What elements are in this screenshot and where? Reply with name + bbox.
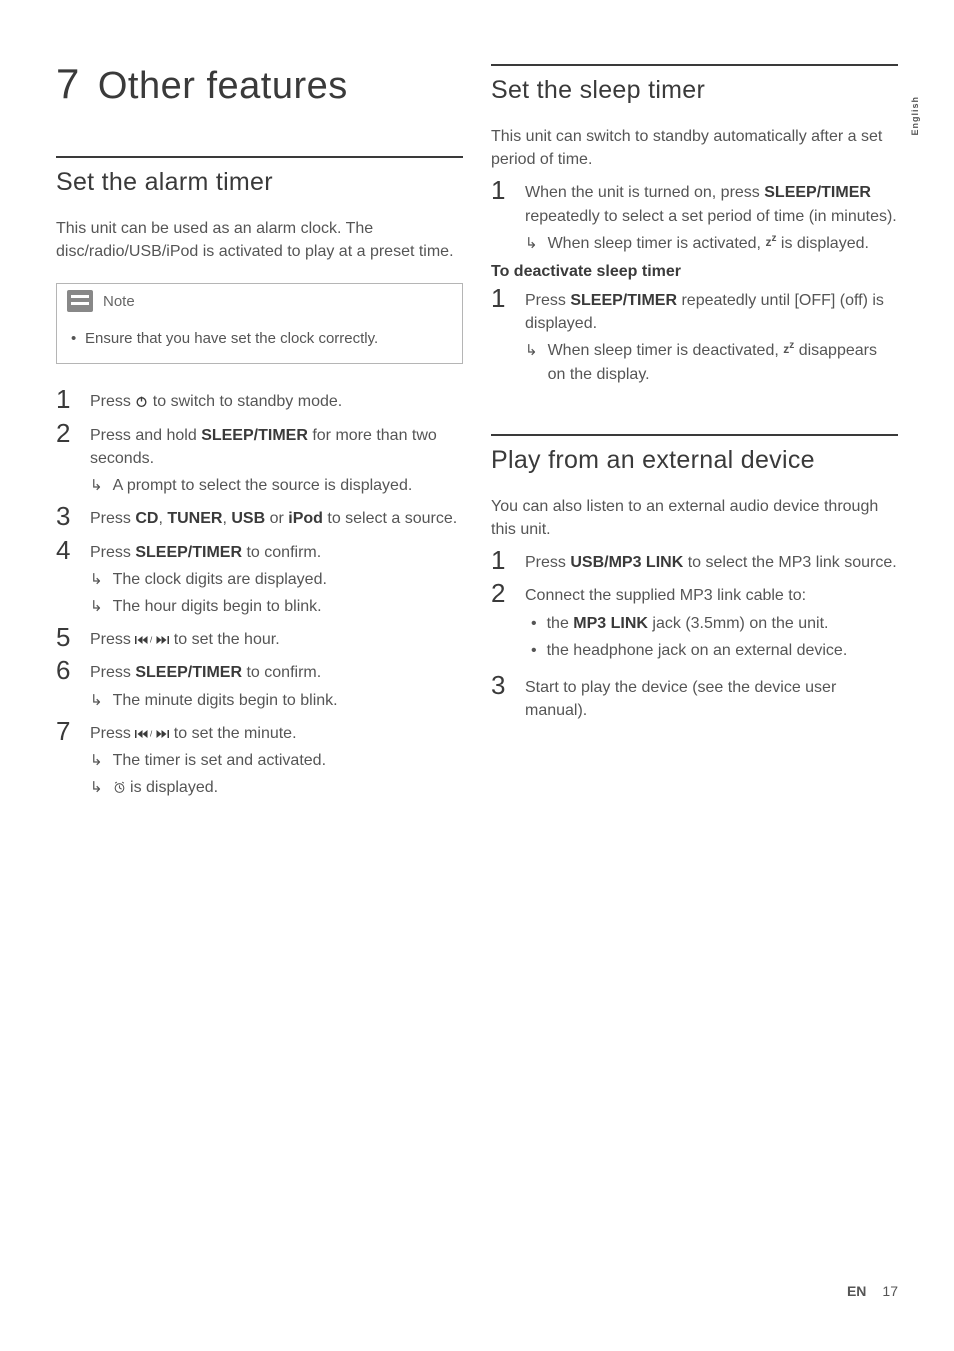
chapter-number: 7 [56,60,80,107]
sleep-deactivate-steps: 1 Press SLEEP/TIMER repeatedly until [OFF… [491,285,898,386]
external-intro: You can also listen to an external audio… [491,495,898,541]
step-number: 4 [56,537,76,564]
step-body: Press / to set the hour. [90,624,463,651]
page-footer: EN 17 [847,1283,898,1299]
result-arrow-icon: ↳ [525,232,538,255]
note-box: Note •Ensure that you have set the clock… [56,283,463,364]
result-text: When sleep timer is activated, zz is dis… [548,232,898,255]
language-tab: English [910,96,920,136]
step: 1 When the unit is turned on, press SLEEP… [491,177,898,255]
alarm-steps: 1 Press to switch to standby mode. 2 Press … [56,386,463,799]
result-line: ↳ A prompt to select the source is displa… [90,474,463,497]
note-label: Note [103,293,135,310]
alarm-intro: This unit can be used as an alarm clock.… [56,217,463,263]
section-title-external: Play from an external device [491,434,898,475]
result-text: The clock digits are displayed. [113,568,463,591]
step-body: Press and hold SLEEP/TIMER for more than… [90,420,463,498]
footer-page: 17 [882,1283,898,1299]
sleep-steps: 1 When the unit is turned on, press SLEEP… [491,177,898,255]
step-number: 6 [56,657,76,684]
note-header: Note [57,284,462,318]
result-arrow-icon: ↳ [90,474,103,497]
step-number: 1 [56,386,76,413]
step: 1 Press SLEEP/TIMER repeatedly until [OFF… [491,285,898,386]
chapter-title: 7 Other features [56,60,463,108]
step-body: Press SLEEP/TIMER to confirm.↳The clock … [90,537,463,619]
result-text: The hour digits begin to blink. [113,595,463,618]
sub-bullet: •the MP3 LINK jack (3.5mm) on the unit. [531,612,898,635]
result-arrow-icon: ↳ [525,339,538,362]
step-body: Press CD, TUNER, USB or iPod to select a… [90,503,463,530]
footer-lang: EN [847,1283,866,1299]
sub-bullet: •the headphone jack on an external devic… [531,639,898,662]
step-body: Press / to set the minute.↳The timer is … [90,718,463,800]
step-number: 1 [491,285,511,312]
note-body: •Ensure that you have set the clock corr… [57,318,462,363]
note-icon [67,290,93,312]
external-steps: 1 Press USB/MP3 LINK to select the MP3 li… [491,547,898,722]
step-body: When the unit is turned on, press SLEEP/… [525,177,898,255]
result-text: When sleep timer is deactivated, zz disa… [548,339,898,385]
result-line: ↳ is displayed. [90,776,463,799]
section-title-alarm: Set the alarm timer [56,156,463,197]
sleep-intro: This unit can switch to standby automati… [491,125,898,171]
result-arrow-icon: ↳ [90,689,103,712]
result-arrow-icon: ↳ [90,776,103,799]
result-arrow-icon: ↳ [90,595,103,618]
step-body: Start to play the device (see the device… [525,672,898,722]
step: 6 Press SLEEP/TIMER to confirm.↳The minut… [56,657,463,711]
step-body: Press SLEEP/TIMER to confirm.↳The minute… [90,657,463,711]
result-line: ↳ The timer is set and activated. [90,749,463,772]
result-arrow-icon: ↳ [90,749,103,772]
chapter-text: Other features [98,65,348,107]
step-body: Press USB/MP3 LINK to select the MP3 lin… [525,547,898,574]
step-body: Press SLEEP/TIMER repeatedly until [OFF]… [525,285,898,386]
step: 3 Start to play the device (see the devic… [491,672,898,722]
step-number: 3 [491,672,511,699]
svg-text:/: / [150,729,153,738]
result-text: The timer is set and activated. [113,749,463,772]
step-number: 5 [56,624,76,651]
step-number: 2 [491,580,511,607]
result-line: ↳ The clock digits are displayed. [90,568,463,591]
result-text: The minute digits begin to blink. [113,689,463,712]
section-title-sleep: Set the sleep timer [491,64,898,105]
step-number: 2 [56,420,76,447]
result-line: ↳ The minute digits begin to blink. [90,689,463,712]
svg-text:/: / [150,636,153,645]
right-column: Set the sleep timer This unit can switch… [491,60,898,805]
result-text: is displayed. [113,776,463,799]
page-content: 7 Other features Set the alarm timer This… [0,0,954,845]
step-number: 1 [491,547,511,574]
sleep-deactivate-subhead: To deactivate sleep timer [491,263,898,281]
step: 2 Press and hold SLEEP/TIMER for more tha… [56,420,463,498]
result-line: ↳ When sleep timer is deactivated, zz dis… [525,339,898,385]
step-number: 7 [56,718,76,745]
step: 3 Press CD, TUNER, USB or iPod to select … [56,503,463,530]
step: 4 Press SLEEP/TIMER to confirm.↳The clock… [56,537,463,619]
step-body: Press to switch to standby mode. [90,386,463,413]
result-line: ↳ When sleep timer is activated, zz is di… [525,232,898,255]
step: 2 Connect the supplied MP3 link cable to:… [491,580,898,666]
result-line: ↳ The hour digits begin to blink. [90,595,463,618]
step-body: Connect the supplied MP3 link cable to:•… [525,580,898,666]
step: 1 Press USB/MP3 LINK to select the MP3 li… [491,547,898,574]
sub-bullets: •the MP3 LINK jack (3.5mm) on the unit. •… [525,612,898,662]
result-arrow-icon: ↳ [90,568,103,591]
step: 7 Press / to set the minute.↳The timer is… [56,718,463,800]
step-number: 1 [491,177,511,204]
step-number: 3 [56,503,76,530]
left-column: 7 Other features Set the alarm timer This… [56,60,463,805]
note-text: Ensure that you have set the clock corre… [85,330,378,347]
step: 5 Press / to set the hour. [56,624,463,651]
step: 1 Press to switch to standby mode. [56,386,463,413]
result-text: A prompt to select the source is display… [113,474,463,497]
